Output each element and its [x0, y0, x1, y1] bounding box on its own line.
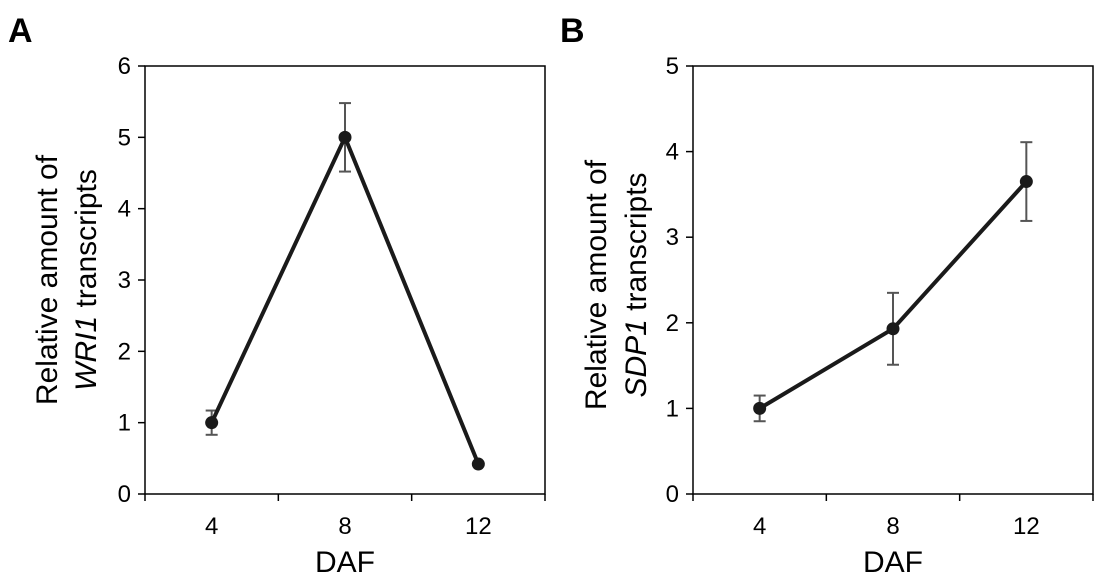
panel-a-ytick-label: 0 [118, 481, 131, 508]
panel-b: B Relative amount of SDP1 transcripts 0 1… [560, 12, 1094, 579]
panel-a-xtick-label: 8 [338, 513, 351, 540]
panel-b-letter: B [560, 12, 585, 50]
panel-b-ylabel-line1: Relative amount of [580, 159, 613, 410]
panel-b-xtick-label: 8 [886, 513, 899, 540]
panel-b-ytick-label: 4 [666, 139, 679, 166]
panel-a-series-line [209, 135, 481, 465]
panel-b-xtick-label: 4 [753, 513, 766, 540]
panel-a-ylabel-line2: WRI1 transcripts [70, 169, 103, 391]
panel-b-ytick-label: 0 [666, 481, 679, 508]
panel-a-letter: A [8, 12, 33, 50]
panel-b-ytick-label: 3 [666, 224, 679, 251]
panel-a-xtick-label: 12 [465, 513, 492, 540]
panel-a-ytick-label: 1 [118, 410, 131, 437]
panel-a-ytick-label: 6 [118, 53, 131, 80]
panel-b-ylabel-line2: SDP1 transcripts [620, 172, 653, 397]
panel-a: A Relative amount of WRI1 transcripts 0 1… [8, 12, 546, 579]
panel-b-data-point [886, 322, 900, 336]
panel-a-ylabel-suffix: transcripts [70, 169, 103, 316]
panel-b-data-point [753, 401, 767, 415]
panel-b-plot-frame [692, 65, 1094, 495]
panel-a-ytick-label: 5 [118, 124, 131, 151]
panel-b-ylabel-suffix: transcripts [620, 172, 653, 319]
panel-b-xlabel: DAF [863, 546, 923, 579]
panel-a-data-point [338, 130, 352, 144]
panel-a-data-point [205, 416, 219, 430]
panel-b-ytick-label: 2 [666, 310, 679, 337]
panel-a-xtick-label: 4 [205, 513, 218, 540]
panel-a-ytick-label: 3 [118, 267, 131, 294]
panel-a-ytick-label: 4 [118, 196, 131, 223]
panel-b-data-point [1019, 175, 1033, 189]
panel-a-xlabel: DAF [315, 546, 375, 579]
panel-b-ytick-label: 1 [666, 395, 679, 422]
panel-b-ylabel-gene: SDP1 [620, 319, 653, 397]
panel-a-ylabel-gene: WRI1 [70, 316, 103, 391]
panel-a-ytick-label: 2 [118, 338, 131, 365]
panel-b-ytick-label: 5 [666, 53, 679, 80]
panel-a-ylabel-line1: Relative amount of [31, 154, 64, 405]
panel-b-xtick-label: 12 [1013, 513, 1040, 540]
panel-a-data-point [471, 457, 485, 471]
